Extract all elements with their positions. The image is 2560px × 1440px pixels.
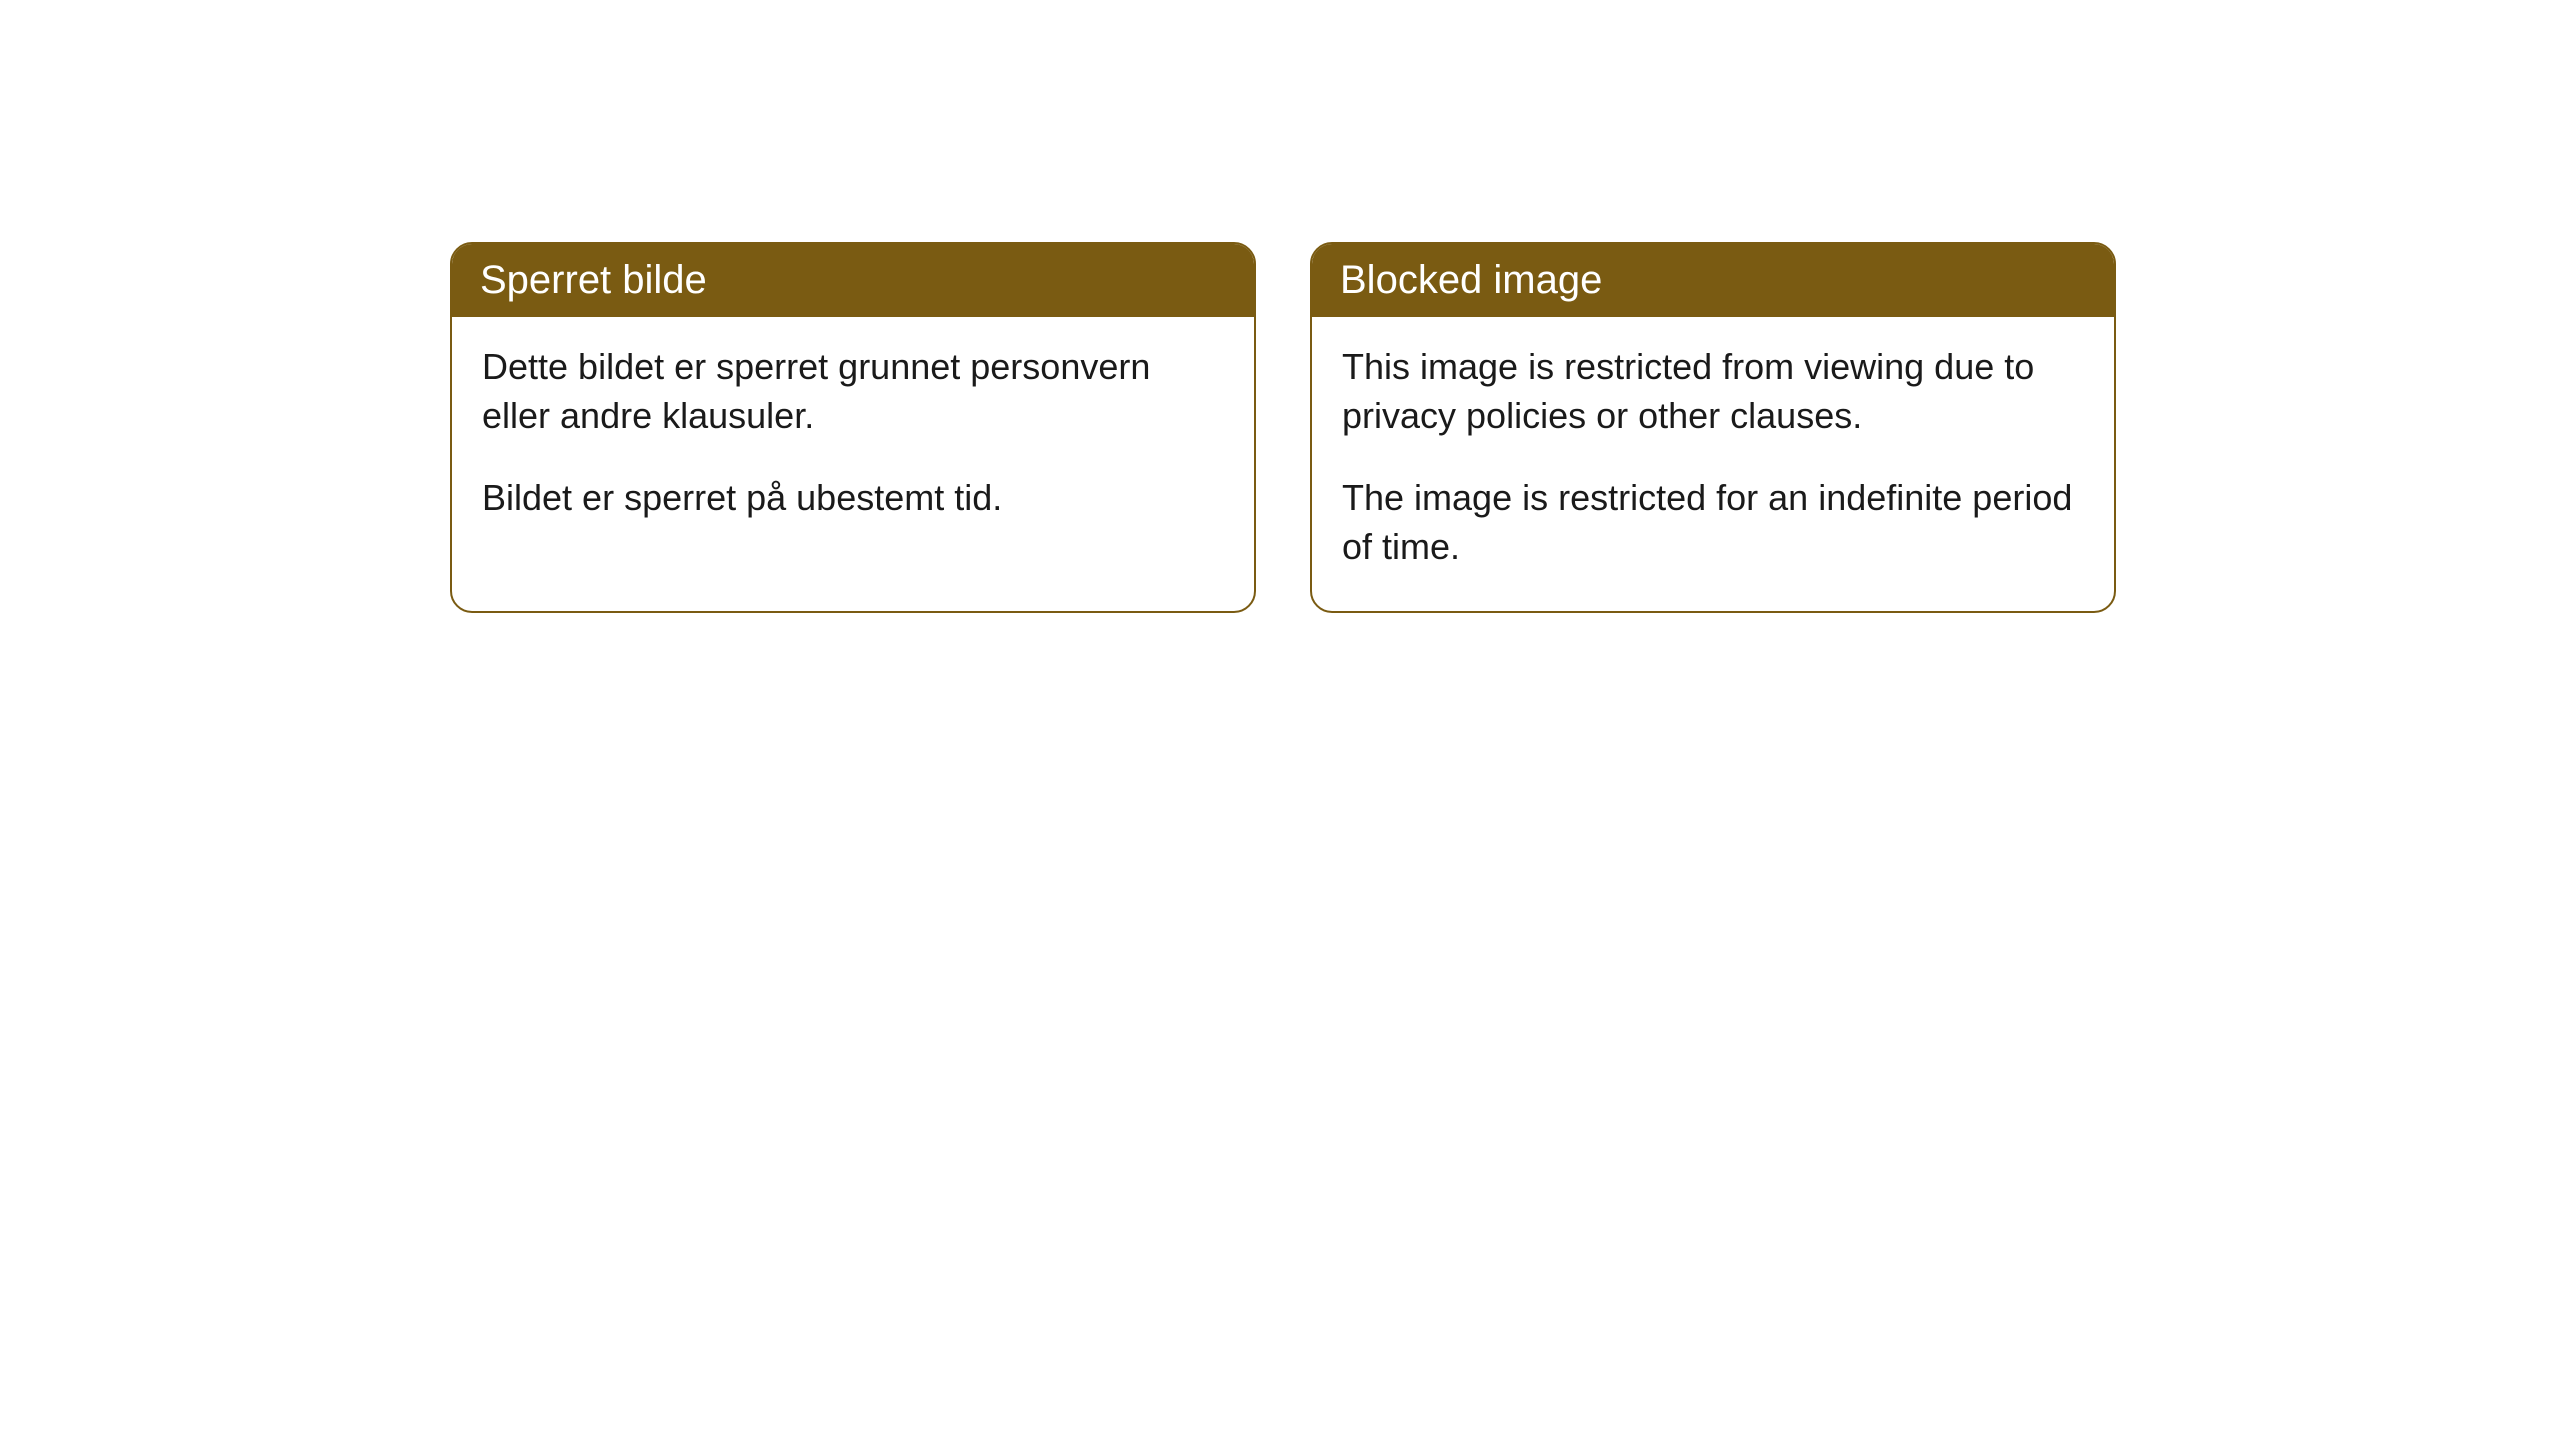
- card-paragraph: This image is restricted from viewing du…: [1342, 343, 2084, 440]
- card-paragraph: The image is restricted for an indefinit…: [1342, 474, 2084, 571]
- card-header: Blocked image: [1312, 244, 2114, 317]
- card-body: Dette bildet er sperret grunnet personve…: [452, 317, 1254, 563]
- card-header: Sperret bilde: [452, 244, 1254, 317]
- card-body: This image is restricted from viewing du…: [1312, 317, 2114, 611]
- card-paragraph: Bildet er sperret på ubestemt tid.: [482, 474, 1224, 523]
- card-paragraph: Dette bildet er sperret grunnet personve…: [482, 343, 1224, 440]
- blocked-image-card-no: Sperret bilde Dette bildet er sperret gr…: [450, 242, 1256, 613]
- notice-cards-container: Sperret bilde Dette bildet er sperret gr…: [450, 242, 2116, 613]
- blocked-image-card-en: Blocked image This image is restricted f…: [1310, 242, 2116, 613]
